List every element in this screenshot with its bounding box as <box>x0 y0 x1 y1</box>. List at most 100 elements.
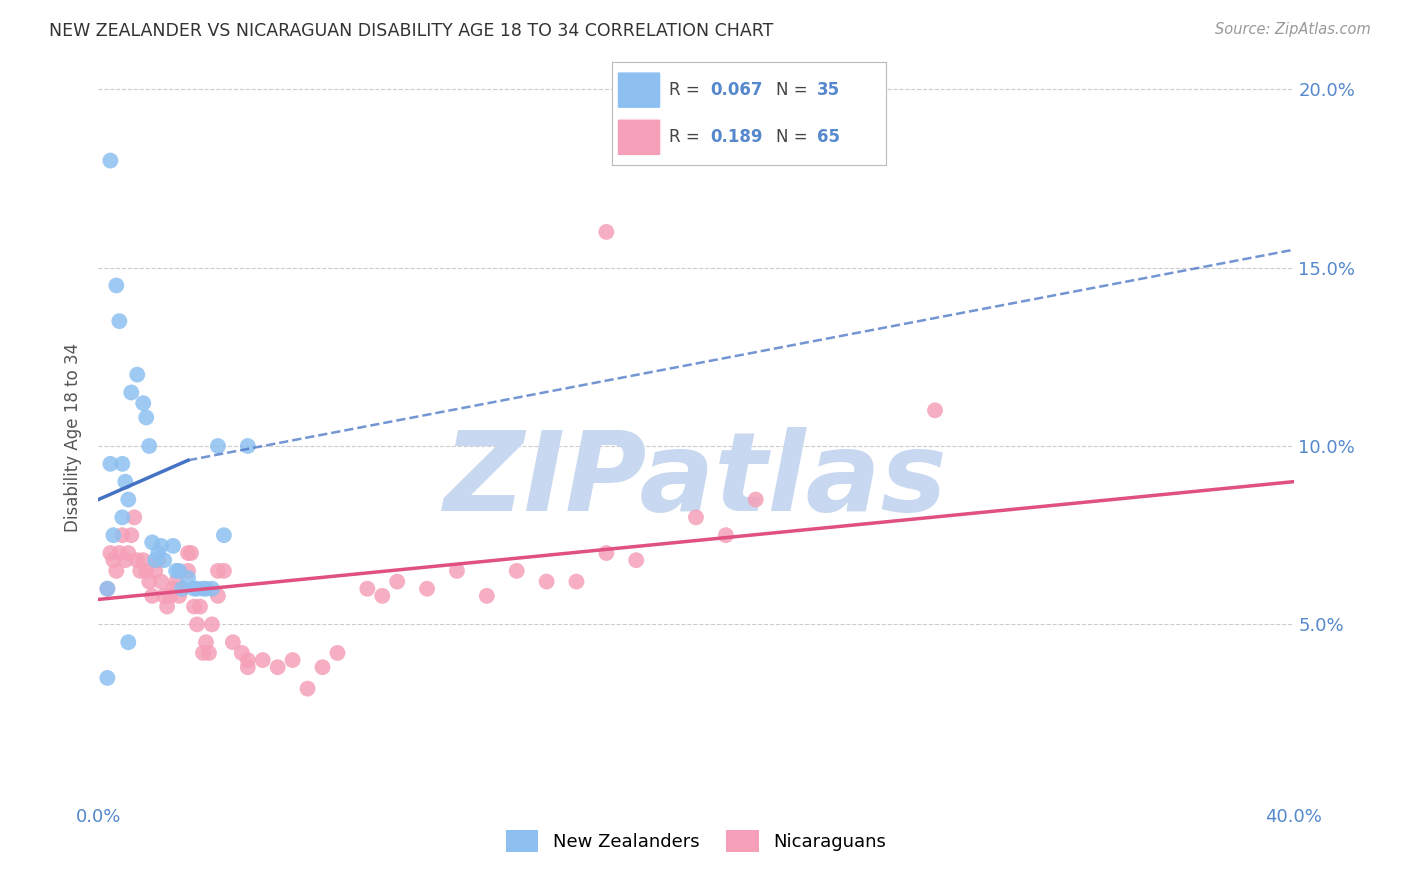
Point <box>536 574 558 589</box>
Point <box>198 646 221 660</box>
Point <box>111 528 134 542</box>
Point <box>153 553 176 567</box>
Point <box>177 571 200 585</box>
Point <box>172 582 194 596</box>
Point <box>188 599 211 614</box>
Point <box>191 582 214 596</box>
Point <box>212 564 235 578</box>
Point <box>506 564 529 578</box>
Point <box>111 510 134 524</box>
Point <box>153 589 176 603</box>
Point <box>416 582 439 596</box>
Point <box>143 564 166 578</box>
Point <box>236 660 259 674</box>
Point <box>124 510 146 524</box>
Point <box>135 410 157 425</box>
Point <box>446 564 468 578</box>
Point <box>148 553 170 567</box>
Text: NEW ZEALANDER VS NICARAGUAN DISABILITY AGE 18 TO 34 CORRELATION CHART: NEW ZEALANDER VS NICARAGUAN DISABILITY A… <box>49 22 773 40</box>
Point <box>143 553 166 567</box>
Point <box>186 582 208 596</box>
Point <box>117 546 139 560</box>
Point <box>207 564 229 578</box>
Point <box>132 553 155 567</box>
Point <box>117 492 139 507</box>
Point <box>281 653 304 667</box>
Point <box>207 439 229 453</box>
Y-axis label: Disability Age 18 to 34: Disability Age 18 to 34 <box>65 343 83 532</box>
Point <box>138 439 160 453</box>
Point <box>183 582 205 596</box>
Point <box>356 582 378 596</box>
Point <box>201 582 224 596</box>
Point <box>385 574 409 589</box>
Point <box>103 553 125 567</box>
Text: Source: ZipAtlas.com: Source: ZipAtlas.com <box>1215 22 1371 37</box>
Point <box>132 396 155 410</box>
Point <box>98 153 122 168</box>
Point <box>267 660 290 674</box>
Point <box>96 582 118 596</box>
Point <box>120 385 142 400</box>
Point <box>180 546 202 560</box>
Point <box>685 510 707 524</box>
Point <box>183 599 205 614</box>
Point <box>371 589 394 603</box>
Point <box>167 564 190 578</box>
Text: R =: R = <box>669 128 706 146</box>
FancyBboxPatch shape <box>617 71 661 109</box>
Point <box>311 660 333 674</box>
Point <box>167 589 190 603</box>
Point <box>475 589 498 603</box>
Point <box>195 635 218 649</box>
Text: ZIPatlas: ZIPatlas <box>444 427 948 534</box>
Point <box>111 457 134 471</box>
Point <box>96 671 118 685</box>
Point <box>141 589 163 603</box>
Text: N =: N = <box>776 128 813 146</box>
Point <box>165 564 187 578</box>
Point <box>150 574 173 589</box>
Text: 35: 35 <box>817 81 841 99</box>
FancyBboxPatch shape <box>617 119 661 156</box>
Point <box>114 553 136 567</box>
Point <box>177 546 200 560</box>
Legend: New Zealanders, Nicaraguans: New Zealanders, Nicaraguans <box>499 823 893 860</box>
Text: R =: R = <box>669 81 706 99</box>
Point <box>148 546 170 560</box>
Point <box>129 564 152 578</box>
Point <box>195 582 218 596</box>
Point <box>98 457 122 471</box>
Point <box>165 574 187 589</box>
Point <box>626 553 648 567</box>
Point <box>297 681 319 696</box>
Point <box>162 582 184 596</box>
Point <box>177 564 200 578</box>
Point <box>105 564 128 578</box>
Point <box>98 546 122 560</box>
Point <box>150 539 173 553</box>
Point <box>252 653 274 667</box>
Point <box>326 646 349 660</box>
Point <box>191 646 214 660</box>
Point <box>236 439 259 453</box>
Point <box>141 535 163 549</box>
Point <box>186 617 208 632</box>
Point <box>108 546 131 560</box>
Text: 0.189: 0.189 <box>710 128 763 146</box>
Point <box>924 403 946 417</box>
Point <box>159 589 181 603</box>
Point <box>595 225 617 239</box>
Point <box>745 492 768 507</box>
Point <box>108 314 131 328</box>
Point <box>714 528 737 542</box>
Text: 0.067: 0.067 <box>710 81 763 99</box>
Text: 65: 65 <box>817 128 841 146</box>
Point <box>236 653 259 667</box>
Point <box>212 528 235 542</box>
Point <box>207 589 229 603</box>
Point <box>105 278 128 293</box>
Point <box>162 539 184 553</box>
Point <box>103 528 125 542</box>
Point <box>222 635 245 649</box>
